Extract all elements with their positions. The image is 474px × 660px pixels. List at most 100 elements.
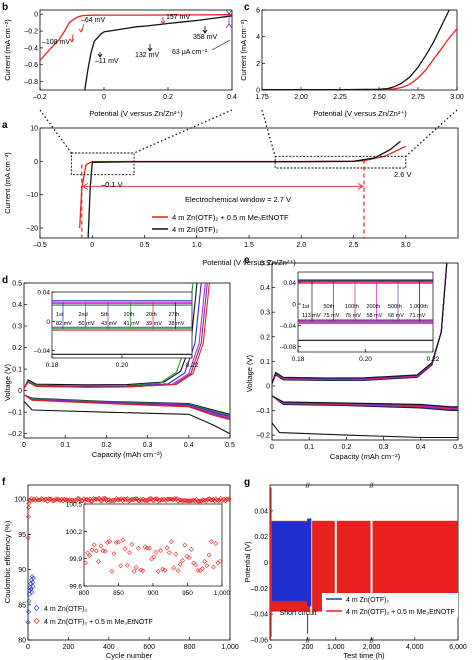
x-tick-label: 2.0 [296,242,306,249]
x-tick-label: 0.1 [304,444,314,451]
inset-data-point [208,539,214,545]
x-tick-label: 0.5 [453,444,463,451]
data-point-red [225,496,231,502]
inset-cycle-label: 5th [101,312,109,318]
inset-data-point [180,557,185,563]
y-tick-label: –0.04 [34,348,51,355]
inset-data-point [204,563,210,569]
x-tick-label: 0.1 [60,442,70,449]
annotation-arrowhead [225,9,233,15]
data-point-red [35,497,41,503]
inset-data-point [93,548,99,554]
inset-data-point [140,568,146,574]
data-point-red [172,496,178,501]
legend-marker-blue [33,605,40,611]
inset-data-point [144,545,150,551]
y-tick-label: 0 [266,383,270,390]
legend-label: 4 m Zn(OTF)₂ [172,225,218,234]
inset-polarization-label: 71 mV [410,313,426,319]
inset-cycle-label: 20th [146,312,157,318]
inset-cycle-label: 1st [302,304,310,310]
x-axis-label: Cycle number [106,651,153,660]
y-tick-label: 0.04 [37,290,50,297]
profile-first-discharge [24,401,230,435]
x-tick-label: 0.5 [140,242,150,249]
data-point-red [27,498,33,504]
inset-cycle-label: 100th [345,304,359,310]
data-point-red [101,496,107,501]
x-tick-label: 200 [302,644,314,651]
data-point-red [143,497,148,503]
y-tick-label: 95 [18,532,26,539]
data-point-red [99,498,105,503]
x-axis-label: Potential (V versus Zn/Zn²⁺) [89,109,183,118]
zoom-box-right [274,155,407,169]
x-tick-label: 800 [79,590,90,597]
annotation-arrowhead [160,20,166,25]
annotation: –11 mV [95,58,119,65]
x-tick-label: 600 [143,644,155,651]
data-point-red [54,497,60,502]
series-line-black [87,140,401,238]
inset-data-point [184,553,190,559]
x-tick-label: 0.22 [427,356,440,363]
y-tick-label: 80 [18,638,26,645]
data-point-red [49,498,55,504]
series-line-red [262,28,457,90]
x-tick-label: 2.25 [333,94,347,101]
inset-data-point [182,542,188,548]
data-point-red [46,496,52,502]
data-point-red [224,496,230,502]
inset-data-point [129,541,135,547]
inset-data-point [133,565,139,570]
annotation-arrowhead [147,47,153,52]
x-tick-label: 200 [63,644,75,651]
inset-cycle-label: 50th [324,304,335,310]
annotation-arrowhead [202,29,208,34]
inset-data-point [142,544,148,550]
inset-cycle-label: 10th [124,312,135,318]
data-point-red [146,496,152,502]
data-point-red [152,496,158,502]
y-tick-label: –0.08 [280,344,297,351]
inset-data-point [169,539,174,545]
y-tick-label: 0.2 [12,345,22,352]
y-tick-label: –0.2 [8,431,22,438]
legend-label: 4 m Zn(OTF)₂ [44,606,87,613]
inset-data-point [122,546,128,552]
x-tick-label: 0 [268,644,272,651]
inset-data-point [171,565,177,571]
x-tick-label: 850 [113,590,124,597]
x-tick-label: 0.18 [292,356,305,363]
profile-charge-27th [24,283,210,389]
annotation: 2.6 V [394,170,412,179]
profile-discharge-27th [24,394,230,421]
x-tick-label: 6,000 [449,644,467,651]
inset-data-point [217,558,223,564]
inset-data-point [175,568,181,574]
x-axis-label: Capacity (mAh cm⁻²) [330,452,401,461]
series-line-black [84,15,232,90]
data-point-blue [26,598,32,604]
window-arrowhead [357,182,364,190]
legend-label: 4 m Zn(OTF)₂ + 0.5 m Me₃EtNOTF [44,619,153,626]
annotation: 157 mV [166,14,190,21]
data-point-red [26,505,32,510]
data-point-red [61,496,67,502]
inset-data-point [131,568,137,574]
inset-data-point [135,545,141,551]
x-tick-label: 950 [182,590,193,597]
break-gap [334,497,337,628]
y-tick-label: 0.3 [260,310,270,317]
inset-data-point [109,568,115,574]
data-point-red [88,498,94,504]
y-tick-label: 2 [256,61,260,68]
data-point-blue [31,575,36,581]
profile-first-discharge [272,422,458,439]
data-point-blue [26,591,32,597]
inset-data-point [177,561,183,567]
profile-discharge-1,000th [272,395,458,408]
y-tick-label: 90 [18,567,26,574]
zoom-box-left [70,152,135,176]
x-tick-label: 0.20 [359,356,372,363]
